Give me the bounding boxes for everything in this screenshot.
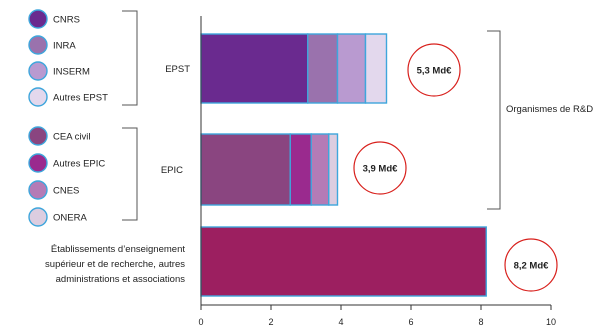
legend-label: CEA civil [53, 132, 90, 143]
x-tick-label: 4 [338, 317, 343, 327]
group-bracket [487, 30, 501, 210]
x-tick-label: 6 [408, 317, 413, 327]
x-tick-label: 0 [198, 317, 203, 327]
x-tick-label: 8 [478, 317, 483, 327]
legend-swatch-inra [28, 35, 48, 55]
legend-swatch-onera [28, 207, 48, 227]
group-annotation-label: Organismes de R&D [506, 104, 593, 115]
bar-segment-inserm [336, 33, 367, 104]
total-circle [353, 141, 407, 195]
category-label: supérieur et de recherche, autres [45, 259, 185, 270]
bar-segment-autres-epst [364, 33, 388, 104]
bar-segment-inra [307, 33, 339, 104]
total-circle [504, 238, 558, 292]
legend-bracket-epst [122, 10, 138, 106]
bar-segment-onera [328, 133, 339, 206]
x-tick-label: 10 [546, 317, 556, 327]
legend-label: CNES [53, 186, 79, 197]
legend-label: CNRS [53, 15, 80, 26]
legend-swatch-autres-epic [28, 153, 48, 173]
category-label: Établissements d’enseignement [51, 244, 185, 255]
legend-swatch-autres-epst [28, 87, 48, 107]
total-label: 5,3 Md€ [417, 66, 453, 77]
category-label: EPIC [161, 165, 183, 176]
legend-label: INSERM [53, 67, 90, 78]
legend-swatch-cea-civil [28, 126, 48, 146]
legend-label: Autres EPST [53, 93, 108, 104]
legend-label: Autres EPIC [53, 159, 105, 170]
bar-segment-autres-epic [289, 133, 312, 206]
total-circle [407, 43, 461, 97]
legend-swatch-cnes [28, 180, 48, 200]
legend-bracket-epic [122, 127, 138, 221]
total-label: 3,9 Md€ [363, 164, 399, 175]
total-label: 8,2 Md€ [514, 261, 550, 272]
legend-swatch-inserm [28, 61, 48, 81]
bar-segment-cea-civil [200, 133, 291, 206]
bar-segment-cnrs [200, 33, 309, 104]
category-label: EPST [165, 64, 190, 75]
legend-label: INRA [53, 41, 76, 52]
bar-segment-cnes [310, 133, 330, 206]
legend-label: ONERA [53, 213, 87, 224]
category-label: administrations et associations [56, 274, 186, 285]
legend-swatch-cnrs [28, 9, 48, 29]
bar-segment-total-2 [200, 226, 487, 297]
x-tick-label: 2 [268, 317, 273, 327]
